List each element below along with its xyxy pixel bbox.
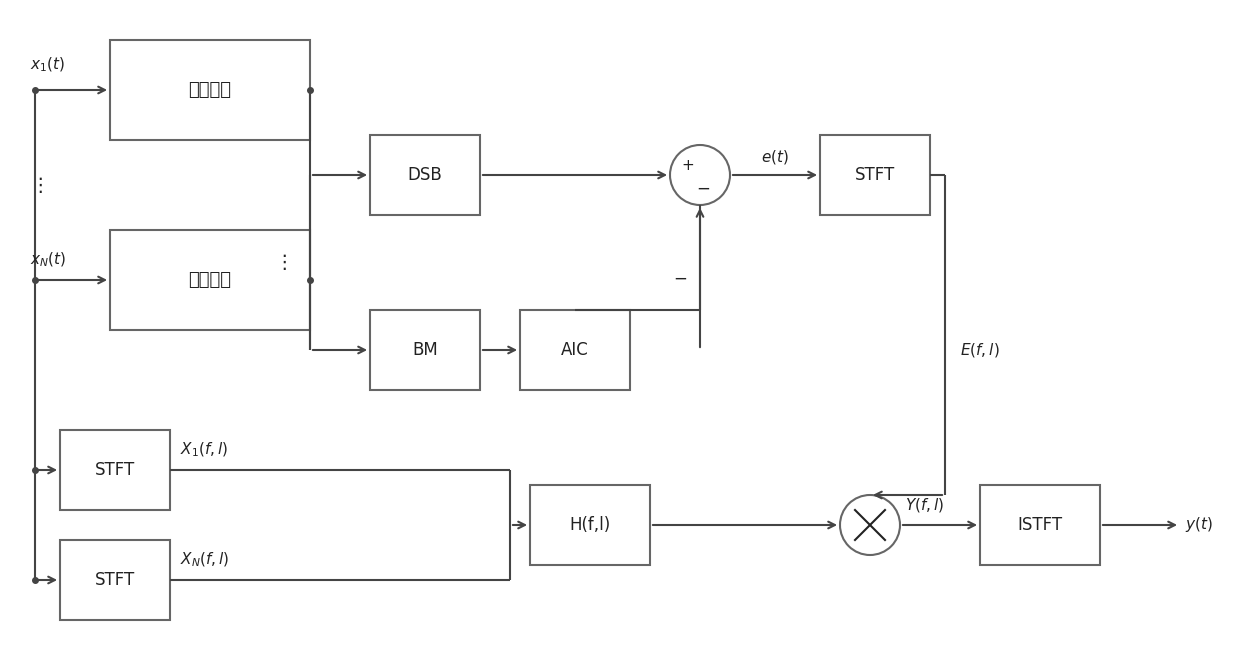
- Text: $x_1(t)$: $x_1(t)$: [30, 56, 66, 74]
- Text: $y(t)$: $y(t)$: [1185, 515, 1213, 534]
- Bar: [980, 485, 1100, 565]
- Bar: [520, 310, 630, 390]
- Text: $\vdots$: $\vdots$: [274, 252, 286, 273]
- Text: 子带分解: 子带分解: [188, 271, 232, 289]
- Bar: [60, 430, 170, 510]
- Bar: [370, 135, 480, 215]
- Bar: [110, 40, 310, 140]
- Text: $e(t)$: $e(t)$: [761, 148, 789, 166]
- Bar: [110, 230, 310, 330]
- Text: $X_1(f,l)$: $X_1(f,l)$: [180, 441, 228, 459]
- Text: H(f,l): H(f,l): [569, 516, 610, 534]
- Text: $x_N(t)$: $x_N(t)$: [30, 251, 67, 269]
- Text: $-$: $-$: [673, 268, 687, 287]
- Text: DSB: DSB: [408, 166, 443, 184]
- Text: STFT: STFT: [854, 166, 895, 184]
- Text: $X_N(f,l)$: $X_N(f,l)$: [180, 551, 229, 569]
- Text: 子带分解: 子带分解: [188, 81, 232, 99]
- Text: STFT: STFT: [95, 571, 135, 589]
- Bar: [820, 135, 930, 215]
- Bar: [60, 540, 170, 620]
- Bar: [370, 310, 480, 390]
- Text: STFT: STFT: [95, 461, 135, 479]
- Text: −: −: [696, 179, 711, 198]
- Text: ISTFT: ISTFT: [1018, 516, 1063, 534]
- Text: +: +: [682, 159, 694, 173]
- Bar: [529, 485, 650, 565]
- Circle shape: [670, 145, 730, 205]
- Text: $\vdots$: $\vdots$: [30, 175, 42, 195]
- Text: BM: BM: [412, 341, 438, 359]
- Text: $Y(f,l)$: $Y(f,l)$: [905, 496, 945, 514]
- Text: $E(f,l)$: $E(f,l)$: [960, 341, 999, 359]
- Circle shape: [839, 495, 900, 555]
- Text: AIC: AIC: [562, 341, 589, 359]
